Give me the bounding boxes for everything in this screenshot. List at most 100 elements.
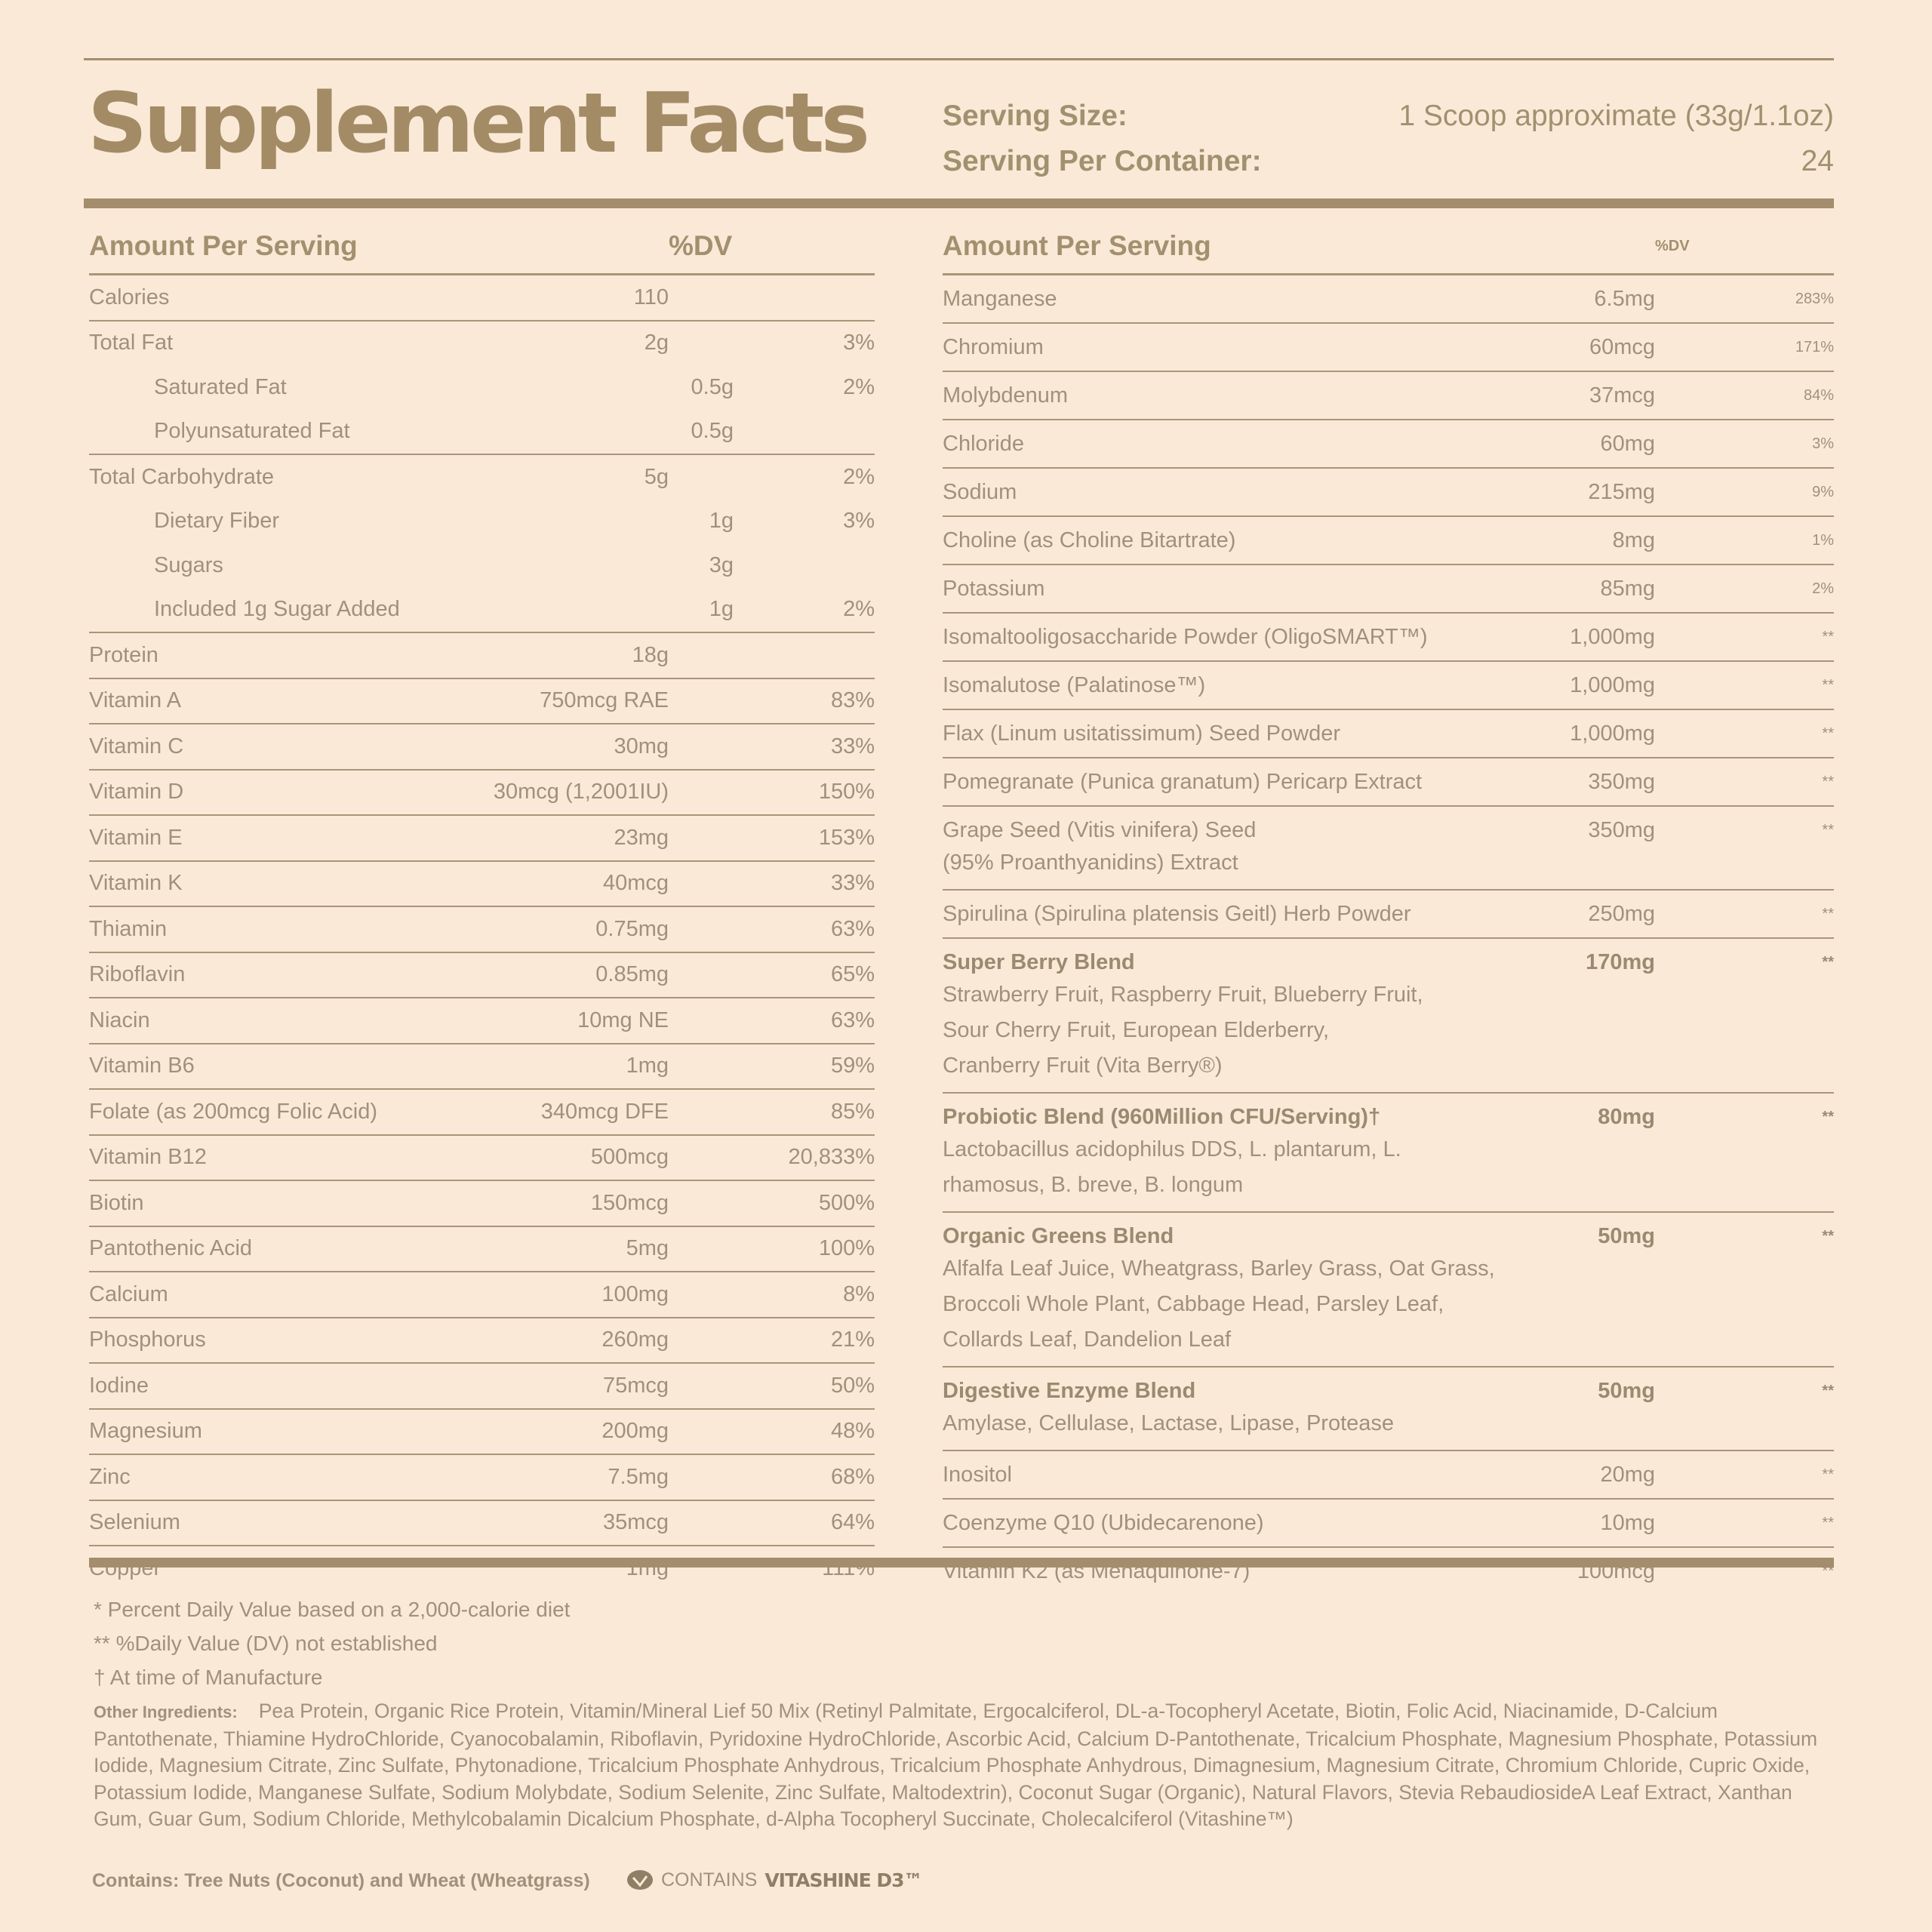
row-group: Sodium 215mg 9% <box>943 469 1834 517</box>
amount: 85mg <box>1600 576 1655 601</box>
row: Iodine 75mcg 50% <box>89 1373 875 1398</box>
daily-value: 3% <box>843 331 875 355</box>
amount: 18g <box>632 642 669 667</box>
row: Pomegranate (Punica granatum) Pericarp E… <box>943 769 1834 794</box>
row-group: Super Berry Blend 170mg ** Strawberry Fruit… <box>943 939 1834 1094</box>
blend-detail: Strawberry Fruit, Raspberry Fruit, Blueb… <box>943 983 1423 1007</box>
row-group: Chromium 60mcg 171% <box>943 324 1834 372</box>
row: Organic Greens Blend 50mg ** <box>943 1223 1834 1248</box>
row-group: Calcium 100mg 8% <box>89 1272 875 1318</box>
column-header: Amount Per Serving <box>943 230 1211 261</box>
column-header: Amount Per Serving <box>89 230 358 261</box>
amount: 6.5mg <box>1594 286 1655 311</box>
row-group: Flax (Linum usitatissimum) Seed Powder 1,… <box>943 710 1834 758</box>
daily-value: ** <box>1822 1108 1834 1125</box>
row-group: Digestive Enzyme Blend 50mg ** Amylase, Cel… <box>943 1367 1834 1451</box>
row: Phosphorus 260mg 21% <box>89 1327 875 1352</box>
row: Thiamin 0.75mg 63% <box>89 916 875 941</box>
amount: 1g <box>709 597 734 622</box>
amount: 1mg <box>626 1054 669 1078</box>
badge-icon <box>627 1870 653 1890</box>
row: Sodium 215mg 9% <box>943 479 1834 504</box>
amount: 0.5g <box>691 419 734 444</box>
daily-value: 84% <box>1803 386 1834 404</box>
row: Grape Seed (Vitis vinifera) Seed 350mg ** <box>943 817 1834 842</box>
amount: 0.75mg <box>595 916 669 941</box>
row: Total Carbohydrate 5g 2% <box>89 464 875 489</box>
daily-value: 59% <box>830 1054 875 1078</box>
row-group: Total Fat 2g 3% Saturated Fat 0.5g 2% Polyunsa… <box>89 321 875 455</box>
row-group: Vitamin E 23mg 153% <box>89 816 875 862</box>
nutrient-name: Sugars <box>154 552 223 577</box>
daily-value: ** <box>1822 1227 1834 1244</box>
thick-rule <box>84 198 1834 208</box>
daily-value: ** <box>1822 676 1834 694</box>
daily-value: 48% <box>830 1419 875 1444</box>
amount: 8mg <box>1612 528 1655 552</box>
nutrient-name: Included 1g Sugar Added <box>154 597 400 622</box>
amount: 260mg <box>601 1327 669 1352</box>
table-header: Amount Per Serving %DV <box>89 219 875 275</box>
blend-detail: Collards Leaf, Dandelion Leaf <box>943 1327 1232 1352</box>
row-group: Coenzyme Q10 (Ubidecarenone) 10mg ** <box>943 1500 1834 1548</box>
amount: 0.85mg <box>595 962 669 987</box>
amount: 750mcg RAE <box>540 688 669 713</box>
row: Protein 18g <box>89 642 669 667</box>
row-group: Spirulina (Spirulina platensis Geitl) He… <box>943 891 1834 939</box>
row-group: Vitamin K 40mcg 33% <box>89 862 875 907</box>
row: Manganese 6.5mg 283% <box>943 286 1834 311</box>
row-group: Vitamin B12 500mcg 20,833% <box>89 1136 875 1181</box>
row: Calcium 100mg 8% <box>89 1281 875 1306</box>
daily-value: 9% <box>1812 483 1834 500</box>
daily-value: 100% <box>818 1236 875 1261</box>
daily-value: 63% <box>830 1008 875 1032</box>
row-group: Selenium 35mcg 64% <box>89 1501 875 1546</box>
nutrient-name: Dietary Fiber <box>154 509 279 534</box>
row: Vitamin D 30mcg (1,2001IU) 150% <box>89 780 875 804</box>
daily-value: 500% <box>818 1190 875 1215</box>
amount: 60mcg <box>1589 334 1655 359</box>
daily-value: 20,833% <box>788 1145 875 1170</box>
daily-value: ** <box>1822 1514 1834 1531</box>
badge-brand: VITASHINE D3™ <box>764 1869 922 1891</box>
row: Super Berry Blend 170mg ** <box>943 949 1834 974</box>
row: Folate (as 200mcg Folic Acid) 340mcg DFE 8… <box>89 1099 875 1124</box>
table-header: Amount Per Serving %DV <box>943 219 1834 275</box>
title: Supplement Facts <box>88 75 870 171</box>
amount: 20mg <box>1600 1462 1655 1487</box>
row: Vitamin A 750mcg RAE 83% <box>89 688 875 713</box>
daily-value: 3% <box>843 509 875 534</box>
daily-value: ** <box>1822 953 1834 971</box>
daily-value: ** <box>1822 1382 1834 1399</box>
row: Potassium 85mg 2% <box>943 576 1834 601</box>
daily-value: 68% <box>830 1464 875 1489</box>
amount: 1,000mg <box>1570 624 1655 649</box>
footnote: * Percent Daily Value based on a 2,000-c… <box>94 1598 571 1621</box>
row-group: Probiotic Blend (960Million CFU/Serving)… <box>943 1094 1834 1213</box>
row-group: Thiamin 0.75mg 63% <box>89 907 875 953</box>
amount: 60mg <box>1600 431 1655 456</box>
row: Magnesium 200mg 48% <box>89 1419 875 1444</box>
amount: 5mg <box>626 1236 669 1261</box>
daily-value: 171% <box>1795 338 1834 355</box>
row-group: Riboflavin 0.85mg 65% <box>89 953 875 998</box>
nutrient-name: Saturated Fat <box>154 374 287 399</box>
row: Molybdenum 37mcg 84% <box>943 383 1834 408</box>
amount: 23mg <box>614 825 669 850</box>
row: Chromium 60mcg 171% <box>943 334 1834 359</box>
daily-value: 65% <box>830 962 875 987</box>
row-group: Vitamin K2 (as Menaquinone-7) 100mcg ** <box>943 1548 1834 1595</box>
bottom-rule <box>89 1558 1834 1567</box>
row: Calories 110 <box>89 285 669 309</box>
amount: 250mg <box>1588 901 1655 926</box>
row-group: Vitamin B6 1mg 59% <box>89 1044 875 1090</box>
row: Flax (Linum usitatissimum) Seed Powder 1,… <box>943 721 1834 746</box>
top-rule <box>84 58 1834 60</box>
row-group: Organic Greens Blend 50mg ** Alfalfa Leaf J… <box>943 1213 1834 1367</box>
amount: 340mcg DFE <box>540 1099 669 1124</box>
amount: 1g <box>709 509 734 534</box>
amount: 1,000mg <box>1570 721 1655 746</box>
amount: 200mg <box>601 1419 669 1444</box>
row: Included 1g Sugar Added 1g 2% <box>89 588 875 632</box>
